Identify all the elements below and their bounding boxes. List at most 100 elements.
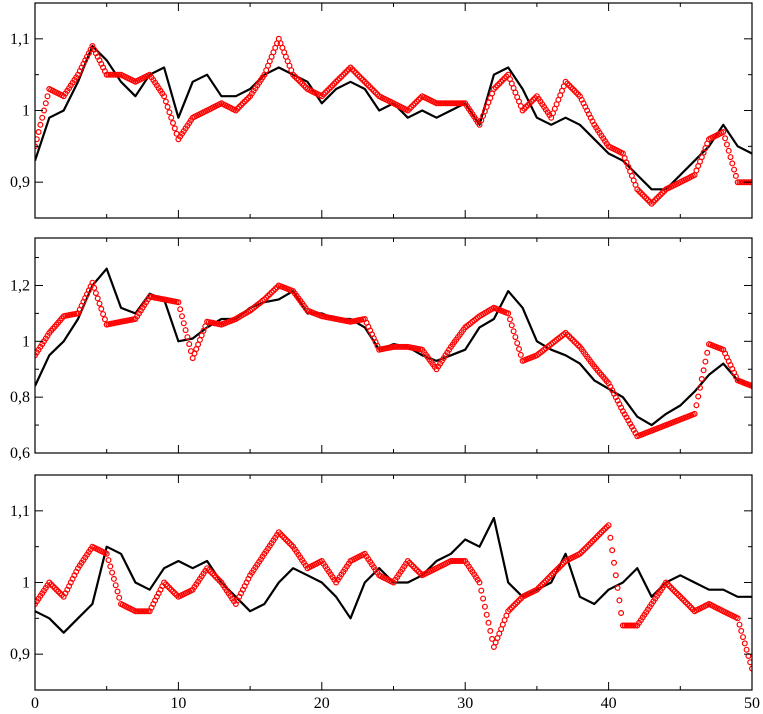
data-point-interp bbox=[39, 114, 46, 121]
y-tick-label: 1,1 bbox=[10, 503, 30, 520]
data-point-interp bbox=[171, 125, 178, 132]
data-point-interp bbox=[392, 343, 399, 350]
data-point-interp bbox=[747, 659, 752, 666]
data-point-interp bbox=[91, 284, 98, 291]
data-point-interp bbox=[515, 346, 522, 353]
x-tick-label: 0 bbox=[31, 695, 39, 712]
series-red-circles bbox=[35, 279, 752, 440]
chart-panel-1: 0,9 1 1,1 bbox=[10, 2, 753, 219]
data-point-interp bbox=[180, 320, 187, 327]
data-point-interp bbox=[725, 147, 732, 154]
data-point-interp bbox=[179, 313, 186, 320]
data-point-interp bbox=[94, 295, 101, 302]
data-point-interp bbox=[722, 135, 729, 142]
data-point bbox=[476, 579, 483, 586]
data-point-interp bbox=[112, 582, 119, 589]
data-point-interp bbox=[107, 563, 114, 570]
x-tick-label: 50 bbox=[744, 695, 760, 712]
data-point-interp bbox=[487, 627, 494, 634]
y-tick-label: 0,9 bbox=[10, 646, 30, 663]
data-point-interp bbox=[610, 559, 617, 566]
data-point-interp bbox=[182, 327, 189, 334]
data-point bbox=[175, 299, 182, 306]
data-point-interp bbox=[700, 367, 707, 374]
data-point-interp bbox=[166, 109, 173, 116]
data-point-interp bbox=[727, 154, 734, 161]
data-point-interp bbox=[732, 172, 739, 179]
data-point-interp bbox=[723, 141, 730, 148]
data-point-interp bbox=[481, 603, 488, 610]
data-point-interp bbox=[483, 611, 490, 618]
chart-panel-2: 0,6 0,8 1 1,2 bbox=[10, 237, 753, 462]
data-point-interp bbox=[116, 71, 123, 78]
y-tick-label: 0,6 bbox=[10, 445, 30, 462]
data-point-interp bbox=[609, 547, 616, 554]
y-tick-label: 1 bbox=[22, 333, 30, 350]
data-point-interp bbox=[693, 402, 700, 409]
data-point-interp bbox=[42, 100, 49, 107]
series-red-circles bbox=[35, 35, 752, 207]
x-tick-label: 20 bbox=[314, 695, 330, 712]
data-point-interp bbox=[739, 634, 746, 641]
data-point-interp bbox=[508, 322, 515, 329]
chart-panel-3: 0 10 20 30 40 50 0,9 1 1,1 bbox=[10, 474, 760, 712]
data-point bbox=[505, 310, 512, 317]
series-black-line bbox=[35, 44, 752, 191]
data-point-interp bbox=[37, 121, 44, 128]
data-point-interp bbox=[731, 166, 738, 173]
data-point-interp bbox=[507, 316, 514, 323]
data-point-interp bbox=[698, 376, 705, 383]
data-point-interp bbox=[738, 627, 745, 634]
plot-frame bbox=[34, 2, 753, 219]
data-point bbox=[103, 550, 110, 557]
data-point-interp bbox=[618, 609, 625, 616]
data-point-interp bbox=[98, 305, 105, 312]
data-point-interp bbox=[168, 114, 175, 121]
data-point-interp bbox=[100, 311, 107, 318]
data-point-interp bbox=[92, 290, 99, 297]
data-point-interp bbox=[456, 100, 463, 107]
data-point-interp bbox=[616, 597, 623, 604]
data-point-interp bbox=[729, 160, 736, 167]
x-tick-label: 40 bbox=[601, 695, 617, 712]
data-point-interp bbox=[170, 119, 177, 126]
y-tick-label: 1 bbox=[22, 103, 30, 120]
y-tick-label: 0,9 bbox=[10, 174, 30, 191]
data-point-interp bbox=[696, 384, 703, 391]
data-point-interp bbox=[105, 557, 112, 564]
data-point-interp bbox=[517, 351, 524, 358]
data-point-interp bbox=[186, 341, 193, 348]
data-point-interp bbox=[109, 569, 116, 576]
data-point-interp bbox=[116, 594, 123, 601]
y-tick-label: 0,8 bbox=[10, 389, 30, 406]
data-point-interp bbox=[444, 100, 451, 107]
data-point-interp bbox=[704, 349, 711, 356]
data-point-interp bbox=[101, 316, 108, 323]
data-point-interp bbox=[514, 340, 521, 347]
data-point bbox=[605, 522, 612, 529]
data-point-interp bbox=[480, 595, 487, 602]
data-point-interp bbox=[96, 300, 103, 307]
data-point-interp bbox=[164, 103, 171, 110]
data-point-interp bbox=[110, 575, 117, 582]
data-point-interp bbox=[512, 334, 519, 341]
data-point-interp bbox=[44, 93, 51, 100]
data-point bbox=[691, 410, 698, 417]
data-point-interp bbox=[612, 572, 619, 579]
y-tick-label: 1,1 bbox=[10, 31, 30, 48]
data-point-interp bbox=[489, 635, 496, 642]
line-path bbox=[35, 44, 752, 191]
data-point-interp bbox=[695, 393, 702, 400]
data-point-interp bbox=[741, 640, 748, 647]
data-point-interp bbox=[614, 584, 621, 591]
data-point-interp bbox=[114, 588, 121, 595]
y-tick-label: 1 bbox=[22, 575, 30, 592]
data-point-interp bbox=[702, 358, 709, 365]
y-tick-label: 1,2 bbox=[10, 277, 30, 294]
data-point-interp bbox=[184, 334, 191, 341]
x-tick-label: 10 bbox=[170, 695, 186, 712]
data-point-interp bbox=[162, 98, 169, 105]
data-point-interp bbox=[743, 646, 750, 653]
x-tick-label: 30 bbox=[457, 695, 473, 712]
